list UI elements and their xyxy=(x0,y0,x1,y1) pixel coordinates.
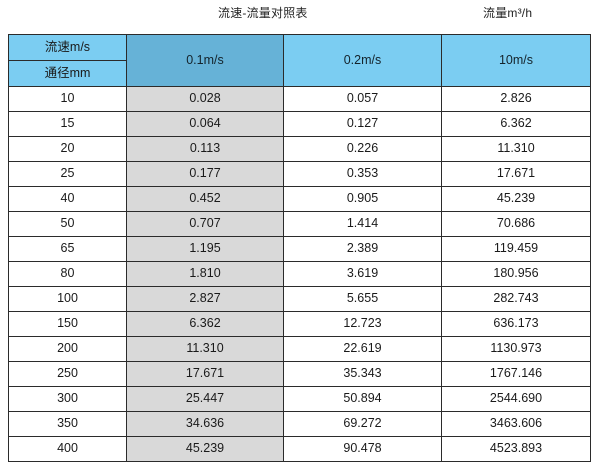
header-corner-diameter-label: 通径mm xyxy=(8,60,127,87)
cell-flow-10: 6.362 xyxy=(441,111,591,137)
cell-flow-10: 180.956 xyxy=(441,261,591,287)
cell-diameter: 350 xyxy=(8,411,127,437)
cell-diameter: 80 xyxy=(8,261,127,287)
cell-diameter: 50 xyxy=(8,211,127,237)
flow-velocity-table: 流速m/s 0.1m/s 0.2m/s 10m/s 通径mm 10 0.028 … xyxy=(8,34,591,462)
cell-diameter: 15 xyxy=(8,111,127,137)
cell-flow-0-1: 6.362 xyxy=(126,311,284,337)
table-row: 65 1.195 2.389 119.459 xyxy=(8,236,591,262)
cell-flow-0-1: 45.239 xyxy=(126,436,284,462)
cell-flow-0-2: 69.272 xyxy=(283,411,442,437)
cell-flow-10: 1130.973 xyxy=(441,336,591,362)
cell-flow-0-2: 35.343 xyxy=(283,361,442,387)
table-row: 200 11.310 22.619 1130.973 xyxy=(8,336,591,362)
cell-flow-0-1: 0.113 xyxy=(126,136,284,162)
cell-diameter: 20 xyxy=(8,136,127,162)
cell-flow-0-2: 12.723 xyxy=(283,311,442,337)
cell-flow-0-1: 1.195 xyxy=(126,236,284,262)
cell-flow-10: 4523.893 xyxy=(441,436,591,462)
table-row: 10 0.028 0.057 2.826 xyxy=(8,86,591,112)
cell-diameter: 40 xyxy=(8,186,127,212)
table-row: 25 0.177 0.353 17.671 xyxy=(8,161,591,187)
column-header-0-2-ms: 0.2m/s xyxy=(283,34,442,87)
cell-flow-0-1: 17.671 xyxy=(126,361,284,387)
cell-flow-0-1: 0.707 xyxy=(126,211,284,237)
header-corner-velocity-label: 流速m/s xyxy=(8,34,127,61)
table-row: 50 0.707 1.414 70.686 xyxy=(8,211,591,237)
table-row: 15 0.064 0.127 6.362 xyxy=(8,111,591,137)
cell-flow-10: 11.310 xyxy=(441,136,591,162)
table-row: 350 34.636 69.272 3463.606 xyxy=(8,411,591,437)
cell-flow-0-2: 1.414 xyxy=(283,211,442,237)
cell-flow-0-1: 1.810 xyxy=(126,261,284,287)
cell-flow-0-1: 0.452 xyxy=(126,186,284,212)
table-header-row-bottom: 通径mm xyxy=(8,60,591,87)
cell-flow-10: 17.671 xyxy=(441,161,591,187)
cell-flow-0-1: 0.064 xyxy=(126,111,284,137)
cell-flow-10: 119.459 xyxy=(441,236,591,262)
cell-flow-10: 2544.690 xyxy=(441,386,591,412)
table-row: 150 6.362 12.723 636.173 xyxy=(8,311,591,337)
table-body: 流速m/s 0.1m/s 0.2m/s 10m/s 通径mm 10 0.028 … xyxy=(8,34,591,462)
cell-flow-0-2: 0.905 xyxy=(283,186,442,212)
cell-flow-0-1: 25.447 xyxy=(126,386,284,412)
flow-unit-label: 流量m³/h xyxy=(483,6,533,20)
cell-flow-10: 636.173 xyxy=(441,311,591,337)
cell-flow-10: 282.743 xyxy=(441,286,591,312)
table-row: 80 1.810 3.619 180.956 xyxy=(8,261,591,287)
cell-flow-0-2: 0.353 xyxy=(283,161,442,187)
cell-flow-0-2: 22.619 xyxy=(283,336,442,362)
cell-flow-10: 1767.146 xyxy=(441,361,591,387)
table-row: 250 17.671 35.343 1767.146 xyxy=(8,361,591,387)
column-header-0-1-ms: 0.1m/s xyxy=(126,34,284,87)
cell-flow-10: 3463.606 xyxy=(441,411,591,437)
cell-diameter: 65 xyxy=(8,236,127,262)
cell-diameter: 250 xyxy=(8,361,127,387)
cell-diameter: 150 xyxy=(8,311,127,337)
cell-flow-10: 45.239 xyxy=(441,186,591,212)
cell-flow-0-2: 50.894 xyxy=(283,386,442,412)
cell-diameter: 10 xyxy=(8,86,127,112)
column-header-10-ms: 10m/s xyxy=(441,34,591,87)
table-header-row-top: 流速m/s 0.1m/s 0.2m/s 10m/s xyxy=(8,34,591,87)
cell-flow-10: 70.686 xyxy=(441,211,591,237)
table-row: 300 25.447 50.894 2544.690 xyxy=(8,386,591,412)
cell-diameter: 200 xyxy=(8,336,127,362)
cell-flow-0-2: 0.226 xyxy=(283,136,442,162)
cell-flow-0-2: 90.478 xyxy=(283,436,442,462)
caption-strip: 流速-流量对照表 流量m³/h xyxy=(0,0,600,32)
cell-flow-0-1: 0.028 xyxy=(126,86,284,112)
cell-flow-0-1: 0.177 xyxy=(126,161,284,187)
cell-diameter: 400 xyxy=(8,436,127,462)
cell-flow-0-2: 5.655 xyxy=(283,286,442,312)
table-row: 100 2.827 5.655 282.743 xyxy=(8,286,591,312)
cell-flow-0-2: 0.127 xyxy=(283,111,442,137)
page-title: 流速-流量对照表 xyxy=(218,6,308,20)
cell-flow-10: 2.826 xyxy=(441,86,591,112)
cell-diameter: 25 xyxy=(8,161,127,187)
cell-flow-0-2: 3.619 xyxy=(283,261,442,287)
cell-flow-0-1: 2.827 xyxy=(126,286,284,312)
cell-diameter: 100 xyxy=(8,286,127,312)
cell-flow-0-2: 0.057 xyxy=(283,86,442,112)
cell-flow-0-1: 34.636 xyxy=(126,411,284,437)
cell-flow-0-1: 11.310 xyxy=(126,336,284,362)
flow-velocity-table-wrapper: 流速m/s 0.1m/s 0.2m/s 10m/s 通径mm 10 0.028 … xyxy=(8,34,591,462)
table-row: 40 0.452 0.905 45.239 xyxy=(8,186,591,212)
table-row: 400 45.239 90.478 4523.893 xyxy=(8,436,591,462)
cell-diameter: 300 xyxy=(8,386,127,412)
cell-flow-0-2: 2.389 xyxy=(283,236,442,262)
table-row: 20 0.113 0.226 11.310 xyxy=(8,136,591,162)
